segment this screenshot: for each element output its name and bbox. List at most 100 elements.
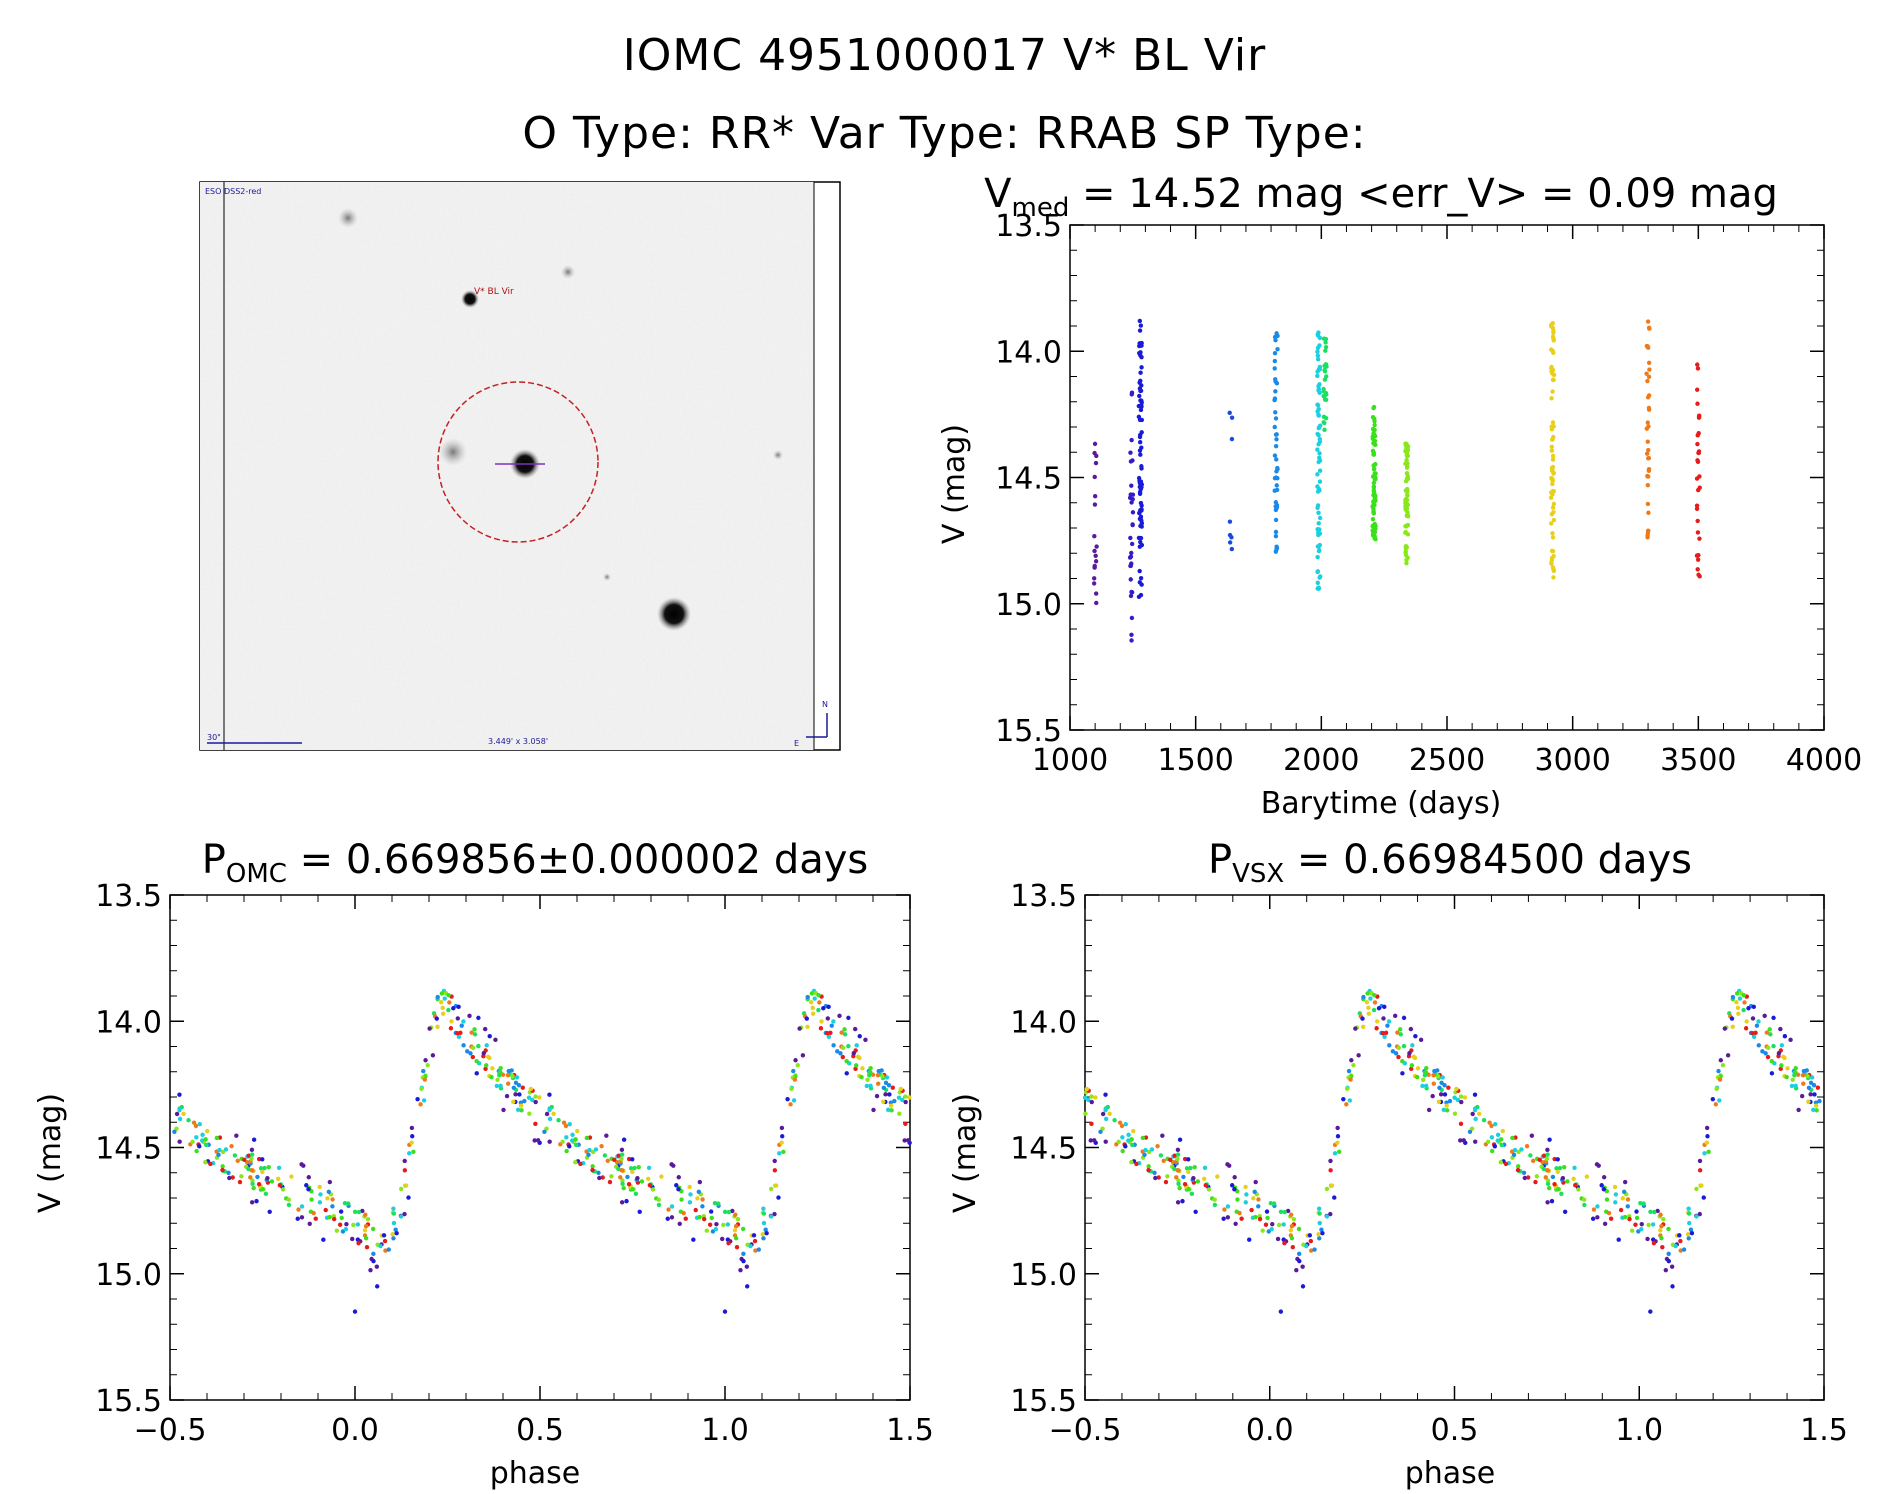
phase-point	[647, 1182, 653, 1188]
phase-point	[1560, 1175, 1566, 1181]
phase-point	[1441, 1107, 1446, 1113]
phase-point	[1181, 1174, 1186, 1180]
lightcurve-point	[1646, 407, 1652, 412]
phase-point	[1089, 1099, 1094, 1105]
lightcurve-point	[1092, 474, 1097, 480]
phase-point	[793, 1058, 798, 1063]
phase-point	[258, 1166, 264, 1171]
lightcurve-point	[1645, 378, 1650, 384]
lightcurve-point	[1138, 515, 1143, 520]
phase-point	[779, 1140, 784, 1145]
phase-point	[1811, 1107, 1816, 1113]
phase-point	[599, 1143, 604, 1149]
phase-point	[1526, 1175, 1531, 1180]
lightcurve-xtick-label: 1500	[1157, 743, 1233, 778]
phase-point	[262, 1165, 267, 1171]
phase-point	[181, 1111, 186, 1117]
phase-point	[484, 1043, 489, 1048]
phase-point	[625, 1174, 630, 1180]
phase-point	[208, 1161, 213, 1167]
lightcurve-point	[1403, 461, 1408, 466]
phase-point	[1659, 1236, 1664, 1241]
phase-point	[1655, 1208, 1660, 1214]
phase-point	[1688, 1227, 1694, 1232]
lightcurve-point	[1272, 358, 1278, 364]
lightcurve-point	[1696, 415, 1702, 420]
phase-point	[868, 1083, 873, 1089]
phase-point	[1717, 1077, 1723, 1082]
lightcurve-point	[1272, 377, 1278, 382]
phase-point	[1312, 1247, 1317, 1252]
phase-point	[1557, 1165, 1563, 1171]
lightcurve-point	[1549, 448, 1555, 453]
lightcurve-point	[1316, 425, 1321, 431]
phase-point	[352, 1309, 358, 1314]
lightcurve-point	[1695, 366, 1701, 371]
phase-point	[722, 1209, 728, 1214]
phase-point	[498, 1065, 503, 1071]
lightcurve-point	[1403, 448, 1408, 454]
phase-point	[612, 1157, 617, 1162]
phase-omc-ytick-label: 13.5	[95, 879, 162, 914]
phase-point	[246, 1153, 251, 1158]
phase-point	[1776, 1050, 1782, 1056]
phase-point	[1393, 1051, 1399, 1056]
phase-point	[1366, 1011, 1372, 1016]
phase-point	[740, 1226, 746, 1232]
phase-point	[1182, 1181, 1188, 1187]
phase-point	[255, 1174, 260, 1180]
phase-point	[865, 1077, 870, 1082]
phase-point	[713, 1227, 719, 1232]
phase-point	[248, 1175, 253, 1180]
phase-point	[371, 1258, 376, 1264]
lightcurve-point	[1139, 343, 1144, 348]
phase-point	[1307, 1233, 1313, 1238]
lightcurve-point	[1229, 546, 1235, 552]
phase-point	[363, 1224, 369, 1229]
phase-point	[483, 1066, 488, 1072]
phase-point	[1400, 1071, 1405, 1076]
phase-point	[190, 1139, 195, 1145]
lightcurve-point	[1646, 374, 1652, 380]
phase-point	[326, 1189, 332, 1194]
phase-point	[1335, 1134, 1341, 1139]
phase-point	[907, 1095, 912, 1100]
lightcurve-point	[1321, 414, 1327, 419]
phase-point	[1778, 1066, 1783, 1072]
phase-point	[1186, 1169, 1191, 1175]
phase-point	[781, 1149, 786, 1155]
phase-point	[1771, 1043, 1776, 1049]
lightcurve-point	[1370, 415, 1376, 420]
phase-point	[1618, 1207, 1624, 1213]
phase-point	[520, 1085, 525, 1090]
lightcurve-point	[1317, 436, 1322, 442]
phase-vsx-xlabel: phase	[1405, 1456, 1496, 1491]
phase-point	[1546, 1185, 1552, 1191]
phase-vsx-plot: PVSX = 0.66984500 days V (mag) phase −0.…	[948, 837, 1848, 1491]
phase-point	[393, 1227, 398, 1232]
phase-vsx-title: PVSX = 0.66984500 days	[1208, 837, 1692, 889]
phase-point	[289, 1174, 294, 1179]
phase-point	[1661, 1216, 1666, 1222]
phase-point	[440, 1011, 446, 1016]
lightcurve-point	[1317, 479, 1323, 484]
lightcurve-point	[1321, 388, 1326, 394]
lightcurve-point	[1371, 463, 1376, 468]
lightcurve-point	[1092, 563, 1097, 569]
phase-point	[1552, 1181, 1557, 1187]
phase-point	[1800, 1073, 1806, 1078]
phase-point	[597, 1175, 602, 1181]
phase-point	[1195, 1179, 1201, 1184]
phase-point	[1641, 1201, 1646, 1206]
phase-point	[505, 1073, 511, 1078]
phase-point	[235, 1158, 240, 1163]
phase-point	[1225, 1215, 1231, 1220]
lightcurve-point	[1644, 371, 1649, 376]
lightcurve-point	[1315, 527, 1320, 532]
phase-point	[593, 1147, 599, 1152]
phase-point	[1420, 1083, 1425, 1089]
phase-point	[1687, 1220, 1692, 1226]
lightcurve-point	[1273, 416, 1279, 421]
phase-point	[1621, 1189, 1627, 1194]
phase-point	[277, 1182, 283, 1188]
